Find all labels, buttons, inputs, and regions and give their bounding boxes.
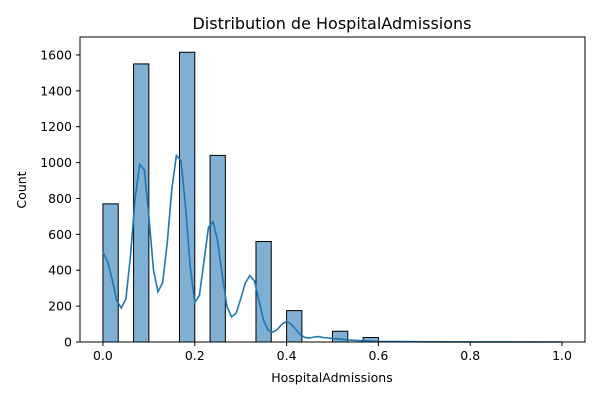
histogram-bars: [102, 51, 379, 343]
plot-area-frame: [79, 36, 586, 343]
x-axis-label: HospitalAdmissions: [271, 370, 393, 385]
x-tick-label-0: 0.0: [93, 348, 113, 363]
chart-title: Distribution de HospitalAdmissions: [192, 14, 471, 33]
y-tick-label-4: 800: [48, 191, 72, 206]
x-tick-label-4: 0.8: [460, 348, 480, 363]
kde-line: [102, 153, 563, 343]
y-tick-label-3: 600: [48, 227, 72, 242]
histogram-bar-1: [133, 63, 150, 343]
y-tick-label-0: 0: [64, 335, 72, 350]
histogram-bar-4: [255, 241, 272, 343]
x-tick-label-5: 1.0: [552, 348, 572, 363]
y-axis-ticks: 0 200 400 600 800 1000 1200 1400 1600: [40, 47, 80, 350]
y-tick-label-7: 1400: [40, 83, 72, 98]
histogram-bar-5: [286, 310, 303, 343]
x-axis-ticks: 0.0 0.2 0.4 0.6 0.8 1.0: [93, 342, 572, 363]
y-tick-label-6: 1200: [40, 119, 72, 134]
y-tick-label-8: 1600: [40, 47, 72, 62]
y-tick-label-2: 400: [48, 263, 72, 278]
x-tick-label-1: 0.2: [185, 348, 205, 363]
x-tick-label-3: 0.6: [368, 348, 388, 363]
y-axis-label: Count: [14, 171, 29, 208]
histogram-bar-2: [178, 51, 196, 343]
y-tick-label-5: 1000: [40, 155, 72, 170]
x-tick-label-2: 0.4: [277, 348, 297, 363]
y-tick-label-1: 200: [48, 299, 72, 314]
histogram-bar-3: [209, 154, 226, 343]
